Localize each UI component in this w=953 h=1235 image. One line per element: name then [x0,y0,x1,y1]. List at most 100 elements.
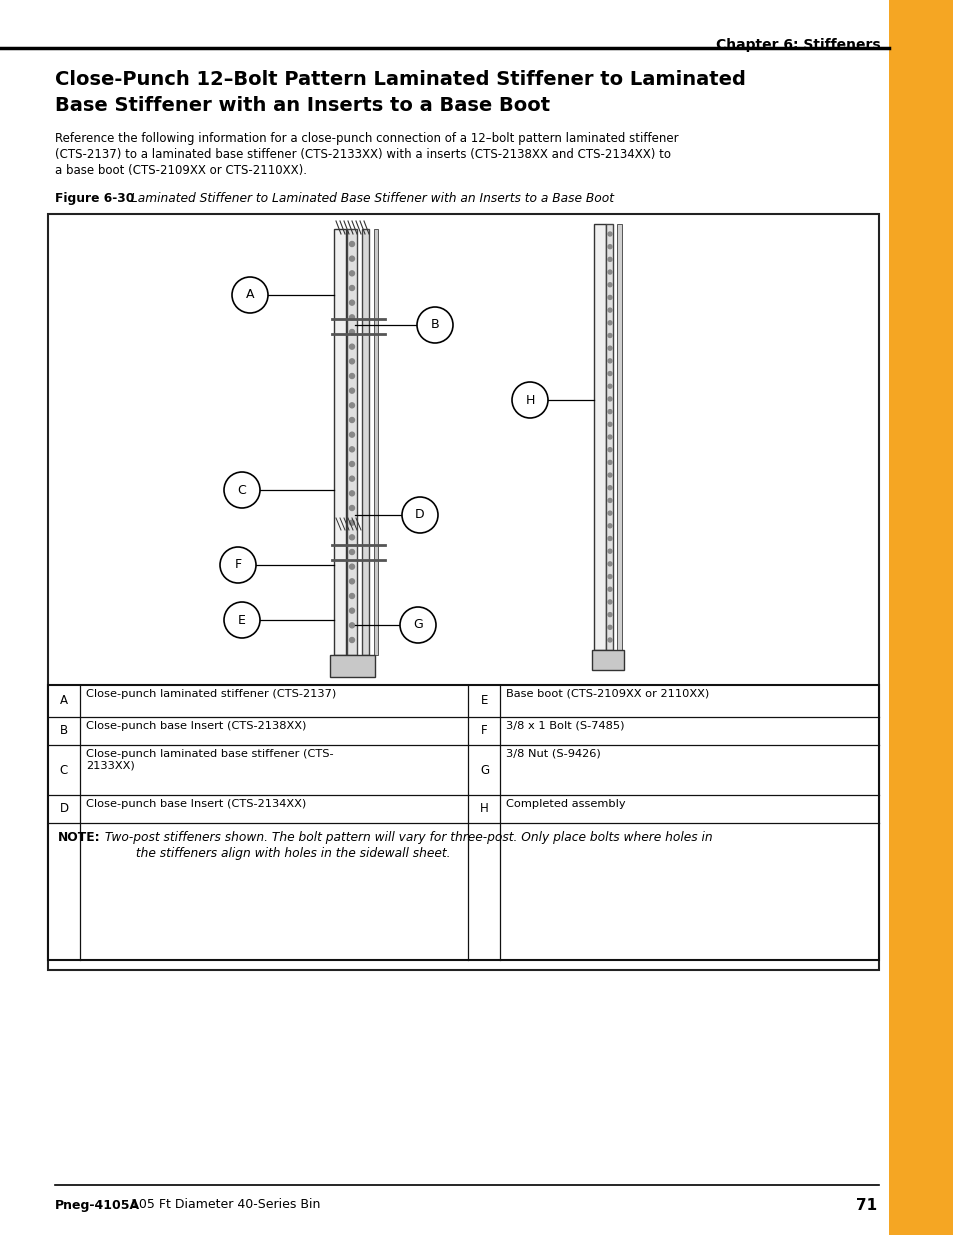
Circle shape [349,242,355,247]
Circle shape [607,524,612,527]
Text: Close-punch laminated base stiffener (CTS-
2133XX): Close-punch laminated base stiffener (CT… [86,748,334,771]
Text: F: F [480,725,487,737]
Circle shape [607,359,612,363]
Text: Chapter 6: Stiffeners: Chapter 6: Stiffeners [716,38,880,52]
Text: Figure 6-30: Figure 6-30 [55,191,134,205]
Circle shape [349,520,355,525]
Circle shape [349,505,355,510]
Text: the stiffeners align with holes in the sidewall sheet.: the stiffeners align with holes in the s… [101,847,450,860]
Text: B: B [430,319,438,331]
Text: H: H [479,803,488,815]
Text: E: E [480,694,488,708]
Circle shape [607,372,612,375]
Bar [592,650,623,671]
Text: G: G [479,763,489,777]
Text: E: E [238,614,246,626]
Circle shape [607,562,612,566]
Circle shape [349,417,355,422]
Circle shape [349,462,355,467]
Circle shape [349,579,355,584]
Text: G: G [413,619,422,631]
Text: Laminated Stiffener to Laminated Base Stiffener with an Inserts to a Base Boot: Laminated Stiffener to Laminated Base St… [127,191,614,205]
Text: B: B [60,725,68,737]
Text: H: H [525,394,534,406]
Text: A: A [60,694,68,708]
Circle shape [349,300,355,305]
Circle shape [607,333,612,337]
Text: Two-post stiffeners shown. The bolt pattern will vary for three-post. Only place: Two-post stiffeners shown. The bolt patt… [101,831,712,844]
Circle shape [607,473,612,477]
Circle shape [416,308,453,343]
Bar [48,214,878,969]
Circle shape [349,270,355,275]
Circle shape [607,270,612,274]
Circle shape [607,448,612,452]
Circle shape [349,285,355,290]
Text: 71: 71 [855,1198,876,1213]
Circle shape [349,594,355,599]
Circle shape [607,396,612,401]
Circle shape [607,550,612,553]
Circle shape [607,499,612,503]
Text: a base boot (CTS-2109XX or CTS-2110XX).: a base boot (CTS-2109XX or CTS-2110XX). [55,164,307,177]
Text: Close-Punch 12–Bolt Pattern Laminated Stiffener to Laminated: Close-Punch 12–Bolt Pattern Laminated St… [55,70,745,89]
Circle shape [512,382,547,417]
Circle shape [349,608,355,613]
Bar [347,228,356,655]
Circle shape [399,606,436,643]
Text: (CTS-2137) to a laminated base stiffener (CTS-2133XX) with a inserts (CTS-2138XX: (CTS-2137) to a laminated base stiffener… [55,148,670,161]
Text: F: F [234,558,241,572]
Text: Pneg-4105A: Pneg-4105A [55,1198,140,1212]
Text: 105 Ft Diameter 40-Series Bin: 105 Ft Diameter 40-Series Bin [127,1198,320,1212]
Circle shape [607,283,612,287]
Bar [888,0,953,1235]
Bar [334,228,346,655]
Circle shape [607,638,612,642]
Circle shape [349,345,355,350]
Circle shape [607,346,612,351]
Text: Completed assembly: Completed assembly [506,799,625,809]
Text: C: C [60,763,68,777]
Circle shape [349,432,355,437]
Text: D: D [59,803,69,815]
Circle shape [607,511,612,515]
Circle shape [349,315,355,320]
Circle shape [607,588,612,592]
Circle shape [349,373,355,378]
Text: A: A [246,289,254,301]
Text: Close-punch base Insert (CTS-2138XX): Close-punch base Insert (CTS-2138XX) [86,721,306,731]
Circle shape [607,410,612,414]
Bar [330,655,375,677]
Text: C: C [237,483,246,496]
Circle shape [607,257,612,262]
Text: Close-punch base Insert (CTS-2134XX): Close-punch base Insert (CTS-2134XX) [86,799,306,809]
Circle shape [232,277,268,312]
Text: D: D [415,509,424,521]
Circle shape [607,245,612,248]
Circle shape [220,547,255,583]
Bar [617,224,622,650]
Circle shape [401,496,437,534]
Text: Reference the following information for a close-punch connection of a 12–bolt pa: Reference the following information for … [55,132,678,144]
Circle shape [607,295,612,299]
Circle shape [607,435,612,438]
Text: Base boot (CTS-2109XX or 2110XX): Base boot (CTS-2109XX or 2110XX) [506,689,709,699]
Circle shape [607,536,612,541]
Circle shape [349,550,355,555]
Text: NOTE:: NOTE: [58,831,100,844]
Text: Close-punch laminated stiffener (CTS-2137): Close-punch laminated stiffener (CTS-213… [86,689,335,699]
Circle shape [349,637,355,642]
Circle shape [224,472,260,508]
Text: 3/8 Nut (S-9426): 3/8 Nut (S-9426) [506,748,600,760]
Bar [362,228,369,655]
Circle shape [349,403,355,408]
Bar [374,228,377,655]
Bar [48,685,878,960]
Circle shape [349,490,355,495]
Circle shape [349,388,355,393]
Circle shape [349,359,355,364]
Circle shape [349,564,355,569]
Circle shape [607,613,612,616]
Circle shape [607,384,612,388]
Circle shape [224,601,260,638]
